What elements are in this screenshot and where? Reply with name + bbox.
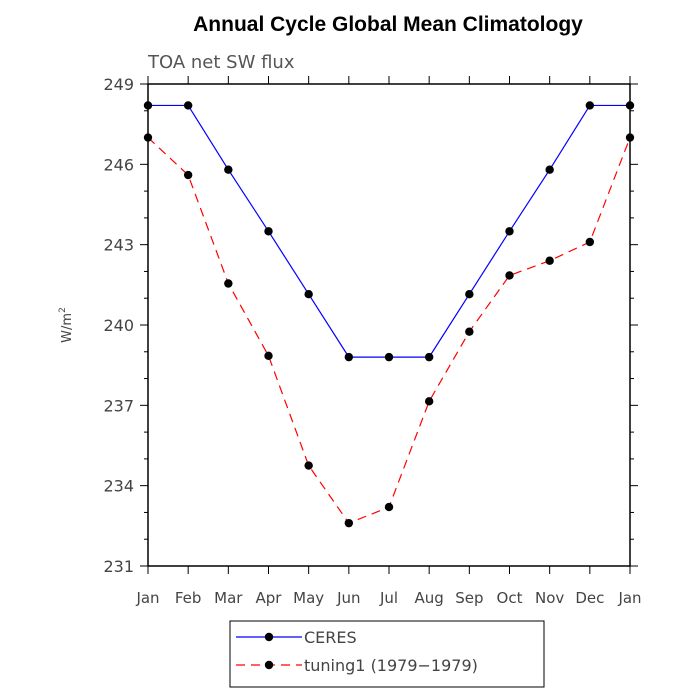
data-point-series-2: [505, 271, 514, 280]
y-tick-label: 246: [103, 155, 134, 174]
data-point-series-1: [224, 165, 233, 174]
data-point-series-2: [384, 502, 394, 512]
chart-subtitle: TOA net SW flux: [147, 52, 295, 73]
x-tick-label: Jul: [379, 589, 398, 607]
data-point-series-2: [304, 461, 313, 470]
data-point-series-1: [304, 290, 313, 299]
y-tick-label: 231: [103, 557, 134, 576]
data-point-series-2: [424, 397, 434, 406]
x-tick-label: Oct: [497, 589, 523, 607]
legend-label-2: tuning1 (1979−1979): [304, 656, 478, 675]
data-point-series-1: [384, 352, 394, 362]
x-tick-label: Jun: [336, 589, 360, 607]
data-point-series-1: [424, 352, 434, 362]
series-line-1: [148, 104, 630, 358]
data-point-series-1: [585, 101, 595, 110]
plot-frame: [147, 83, 631, 567]
data-point-series-2: [585, 237, 595, 247]
y-tick-label: 240: [103, 316, 134, 335]
y-axis-label-superscript: 2: [58, 307, 68, 313]
data-point-series-2: [264, 351, 273, 360]
x-tick-label: Aug: [415, 589, 444, 607]
data-point-series-1: [264, 227, 273, 236]
legend-marker-1: [264, 632, 274, 642]
x-tick-label: Jan: [135, 589, 159, 607]
y-axis-label: W/m2: [58, 307, 75, 343]
data-point-series-1: [465, 290, 474, 299]
x-tick-label: Sep: [455, 589, 483, 607]
y-axis-label-text: W/m: [60, 313, 75, 343]
x-tick-label: Jan: [617, 589, 641, 607]
x-tick-label: Nov: [535, 589, 564, 607]
legend-marker-2: [264, 660, 274, 670]
data-point-series-2: [344, 518, 354, 528]
axis-ticks: 231 234 237 240 243 246 249 Jan Feb Mar Apr May Jun J…: [103, 75, 641, 607]
series-line-2: [147, 137, 631, 524]
x-tick-label: May: [293, 589, 324, 607]
x-tick-label: Mar: [214, 589, 243, 607]
data-point-series-2: [465, 327, 474, 336]
legend: CERES tuning1 (1979−1979): [229, 620, 545, 688]
data-point-series-1: [344, 352, 354, 362]
data-point-series-2: [224, 279, 233, 288]
data-point-series-1: [183, 101, 193, 110]
data-point-series-1: [505, 227, 514, 236]
chart-title: Annual Cycle Global Mean Climatology: [193, 13, 583, 36]
y-tick-label: 237: [103, 396, 134, 415]
y-axis-label-group: W/m2: [58, 307, 75, 343]
legend-box: [229, 620, 545, 688]
data-point-series-2: [183, 170, 193, 180]
x-tick-label: Feb: [175, 589, 202, 607]
x-tick-label: Apr: [256, 589, 283, 607]
legend-label-1: CERES: [304, 628, 357, 647]
series-layer: [143, 101, 635, 528]
data-point-series-2: [545, 256, 554, 265]
data-point-series-1: [545, 165, 554, 174]
y-tick-label: 234: [103, 477, 134, 496]
y-tick-label: 243: [103, 236, 134, 255]
x-tick-label: Dec: [575, 589, 604, 607]
y-tick-label: 249: [103, 75, 134, 94]
